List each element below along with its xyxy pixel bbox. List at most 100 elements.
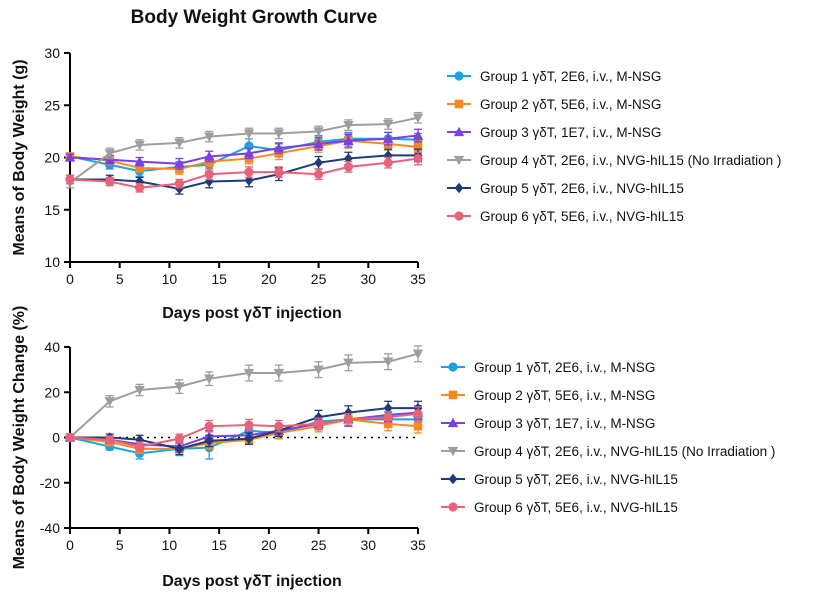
data-point: [134, 140, 145, 151]
legend-item-3: Group 3 γδT, 1E7, i.v., M-NSG: [441, 416, 655, 431]
data-point: [382, 119, 394, 130]
legend-item-4: Group 4 γδT, 2E6, i.v., NVG-hIL15 (No Ir…: [447, 153, 781, 168]
data-point: [244, 167, 254, 177]
y-tick-label: 40: [44, 339, 60, 355]
y-tick-label: 10: [44, 254, 60, 270]
legend-marker: [454, 99, 464, 109]
legend-label: Group 2 γδT, 5E6, i.v., M-NSG: [474, 388, 655, 403]
data-point: [134, 156, 145, 166]
data-point: [313, 419, 324, 429]
chart-panel-1: Body Weight Growth Curve 10 15 20 25 30 0 5 10 15…: [11, 7, 781, 322]
data-point: [383, 158, 393, 168]
legend-marker: [447, 417, 459, 428]
legend-marker: [448, 502, 458, 512]
legend-label: Group 4 γδT, 2E6, i.v., NVG-hIL15 (No Ir…: [474, 444, 775, 459]
legend-label: Group 1 γδT, 2E6, i.v., M-NSG: [480, 69, 661, 84]
x-tick-label: 35: [410, 537, 426, 553]
x-tick-label: 25: [311, 271, 327, 287]
chart-panel-2: -40 -20 0 20 40 0 5 10 15 20 25 30 35 Days post γδT i…: [11, 306, 775, 590]
data-point: [274, 167, 284, 177]
legend-marker: [454, 71, 464, 81]
x-tick-label: 5: [116, 271, 124, 287]
x-tick-label: 15: [211, 537, 227, 553]
legend-label: Group 4 γδT, 2E6, i.v., NVG-hIL15 (No Ir…: [480, 153, 781, 168]
legend-item-6: Group 6 γδT, 5E6, i.v., NVG-hIL15: [441, 500, 678, 515]
data-point: [243, 368, 255, 379]
y-tick-label: 0: [52, 430, 60, 446]
data-point: [104, 397, 115, 407]
data-point: [174, 434, 184, 444]
legend: Group 1 γδT, 2E6, i.v., M-NSG Group 2 γδT…: [441, 360, 775, 515]
data-point: [204, 151, 215, 161]
data-point: [383, 402, 393, 414]
data-point: [134, 385, 145, 396]
x-axis-label: Days post γδT injection: [162, 305, 342, 322]
y-tick-label: 15: [44, 202, 60, 218]
legend-marker: [448, 390, 458, 400]
series-4: [64, 345, 424, 443]
series-4: [64, 111, 424, 189]
data-point: [135, 183, 145, 193]
data-point: [135, 163, 144, 173]
data-point: [135, 441, 145, 452]
data-point: [413, 142, 423, 152]
y-axis-label: Means of Body Weight Change (%): [11, 306, 28, 570]
legend-label: Group 3 γδT, 1E7, i.v., M-NSG: [474, 416, 655, 431]
data-point: [105, 435, 115, 445]
data-point: [243, 129, 255, 139]
legend-item-6: Group 6 γδT, 5E6, i.v., NVG-hIL15: [447, 209, 684, 224]
data-point: [243, 148, 255, 158]
data-point: [174, 179, 184, 189]
data-point: [343, 162, 353, 172]
x-tick-label: 20: [261, 271, 277, 287]
y-tick-label: -40: [40, 520, 60, 536]
data-point: [382, 133, 394, 143]
chart-title: Body Weight Growth Curve: [131, 7, 378, 28]
data-point: [343, 414, 353, 424]
legend-marker: [454, 211, 464, 221]
data-point: [65, 432, 75, 443]
data-point: [174, 382, 185, 392]
legend-label: Group 3 γδT, 1E7, i.v., M-NSG: [480, 125, 661, 140]
legend-label: Group 5 γδT, 2E6, i.v., NVG-hIL15: [480, 181, 684, 196]
legend-label: Group 1 γδT, 2E6, i.v., M-NSG: [474, 360, 655, 375]
x-tick-label: 35: [410, 271, 426, 287]
data-point: [204, 132, 215, 142]
legend-marker: [453, 126, 465, 137]
legend-item-5: Group 5 γδT, 2E6, i.v., NVG-hIL15: [441, 472, 678, 487]
legend-marker: [448, 362, 458, 372]
data-point: [174, 443, 184, 455]
data-point: [383, 150, 393, 161]
legend-label: Group 6 γδT, 5E6, i.v., NVG-hIL15: [480, 209, 684, 224]
x-tick-label: 10: [162, 271, 178, 287]
legend-item-2: Group 2 γδT, 5E6, i.v., M-NSG: [441, 388, 655, 403]
data-point: [274, 421, 284, 431]
data-point: [343, 358, 354, 369]
x-tick-label: 30: [360, 537, 376, 553]
data-point: [383, 412, 393, 422]
series-5: [65, 400, 423, 456]
data-point: [204, 435, 214, 447]
data-point: [64, 152, 76, 162]
x-tick-label: 0: [66, 537, 74, 553]
data-point: [244, 420, 254, 430]
data-point: [383, 419, 393, 429]
legend-marker: [453, 155, 465, 166]
data-point: [273, 129, 284, 139]
data-point: [204, 421, 214, 431]
legend-item-5: Group 5 γδT, 2E6, i.v., NVG-hIL15: [447, 181, 684, 196]
data-point: [244, 433, 254, 444]
legend-marker: [454, 182, 464, 194]
x-tick-label: 30: [360, 271, 376, 287]
data-point: [413, 409, 423, 419]
legend-label: Group 2 γδT, 5E6, i.v., M-NSG: [480, 97, 661, 112]
data-point: [412, 130, 424, 140]
data-point: [104, 149, 115, 159]
data-point: [314, 411, 323, 423]
data-point: [343, 407, 353, 418]
data-point: [413, 421, 423, 431]
x-tick-label: 5: [116, 537, 124, 553]
x-tick-label: 25: [311, 537, 327, 553]
